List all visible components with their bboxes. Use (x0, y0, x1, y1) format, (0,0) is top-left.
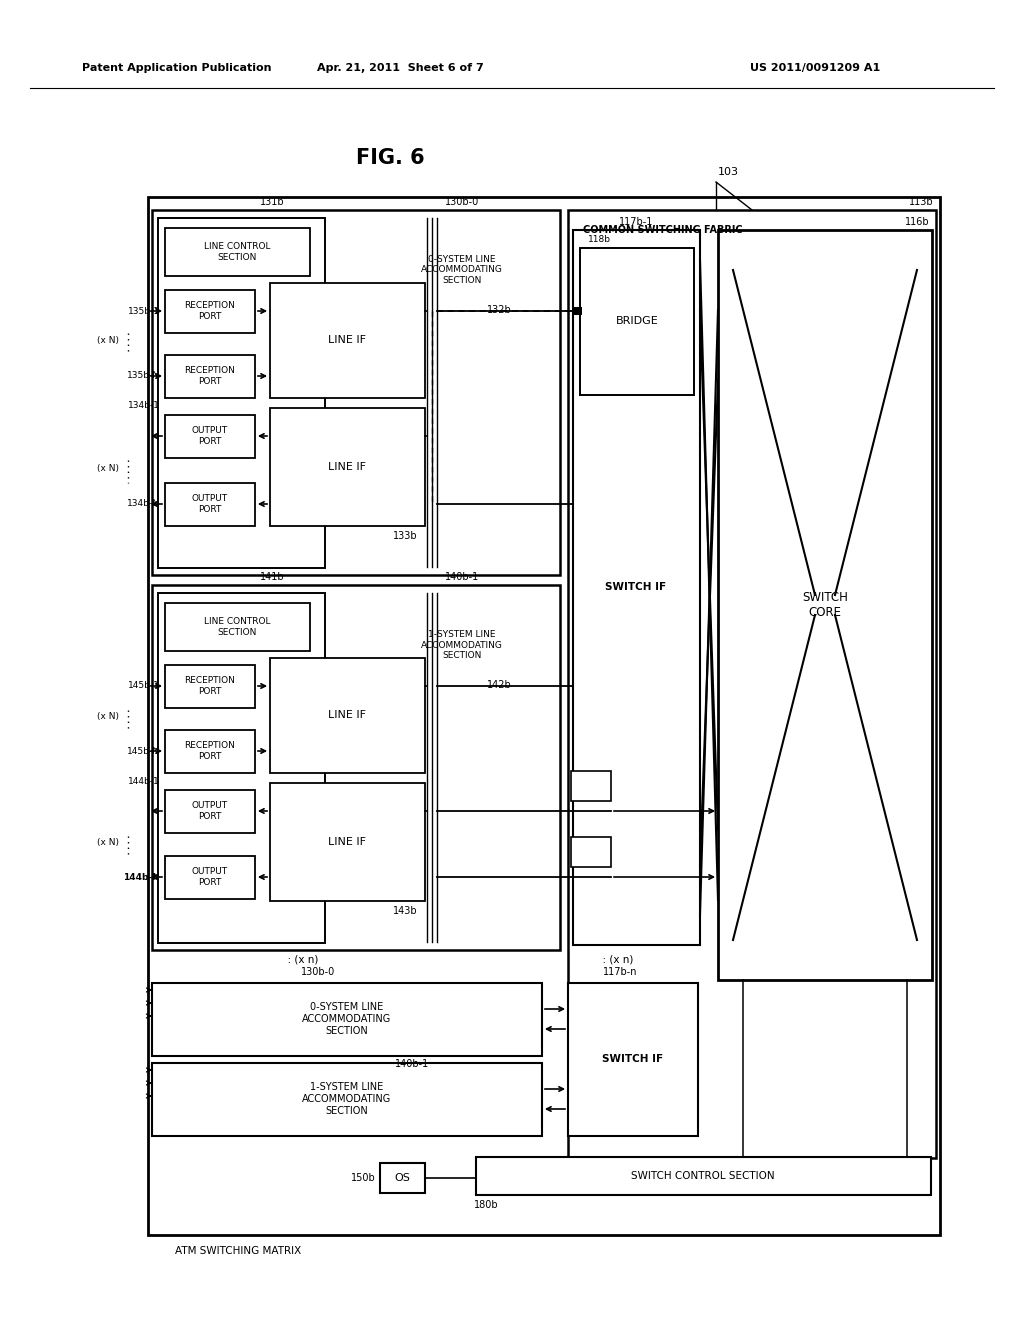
Text: SWITCH IF: SWITCH IF (605, 582, 667, 591)
Text: 145b-1: 145b-1 (128, 681, 160, 690)
Bar (158, 593, 325, 942)
Bar (573, 230, 700, 945)
Bar (165, 228, 310, 276)
Text: SWITCH IF: SWITCH IF (602, 1053, 664, 1064)
Text: 144b-1: 144b-1 (128, 776, 160, 785)
Bar (165, 603, 310, 651)
Text: 150b: 150b (351, 1173, 376, 1183)
Bar (165, 855, 255, 899)
Bar (718, 230, 932, 979)
Bar (152, 983, 542, 1056)
Bar (270, 783, 425, 902)
Text: 132b: 132b (487, 305, 512, 315)
Bar (574, 308, 582, 315)
Text: RECEPTION
PORT: RECEPTION PORT (184, 301, 236, 321)
Text: 1-SYSTEM LINE
ACCOMMODATING
SECTION: 1-SYSTEM LINE ACCOMMODATING SECTION (302, 1082, 391, 1115)
Text: RECEPTION
PORT: RECEPTION PORT (184, 742, 236, 760)
Text: RECEPTION
PORT: RECEPTION PORT (184, 676, 236, 696)
Bar (568, 983, 698, 1137)
Text: SWITCH CONTROL SECTION: SWITCH CONTROL SECTION (631, 1171, 775, 1181)
Text: 130b-0: 130b-0 (444, 197, 479, 207)
Text: 144b-N: 144b-N (123, 873, 160, 882)
Text: 140b-1: 140b-1 (395, 1059, 429, 1069)
Text: 116b: 116b (905, 216, 930, 227)
Bar (165, 355, 255, 399)
Text: 134b-N: 134b-N (127, 499, 160, 508)
Bar (158, 218, 325, 568)
Text: 145b-N: 145b-N (127, 747, 160, 755)
Text: 118b: 118b (588, 235, 611, 244)
Text: LINE IF: LINE IF (328, 335, 366, 345)
Text: OUTPUT
PORT: OUTPUT PORT (191, 426, 228, 446)
Text: BRIDGE: BRIDGE (615, 315, 658, 326)
Text: COMMON SWITCHING FABRIC: COMMON SWITCHING FABRIC (584, 224, 742, 235)
Text: LINE IF: LINE IF (328, 837, 366, 847)
Text: 135b-1: 135b-1 (128, 306, 160, 315)
Text: Patent Application Publication: Patent Application Publication (82, 63, 271, 73)
Text: 143b: 143b (393, 906, 418, 916)
Bar (571, 771, 611, 801)
Text: : (x n): : (x n) (282, 954, 318, 965)
Bar (165, 730, 255, 774)
Bar (152, 1063, 542, 1137)
Text: 0-SYSTEM LINE
ACCOMMODATING
SECTION: 0-SYSTEM LINE ACCOMMODATING SECTION (421, 255, 503, 285)
Text: (x N): (x N) (97, 335, 119, 345)
Text: US 2011/0091209 A1: US 2011/0091209 A1 (750, 63, 881, 73)
Text: 0-SYSTEM LINE
ACCOMMODATING
SECTION: 0-SYSTEM LINE ACCOMMODATING SECTION (302, 1002, 391, 1036)
Text: (x N): (x N) (97, 463, 119, 473)
Text: 134b-1: 134b-1 (128, 401, 160, 411)
Bar (165, 414, 255, 458)
Bar (270, 408, 425, 525)
Text: 117b-1: 117b-1 (618, 216, 653, 227)
Text: OS: OS (394, 1173, 410, 1183)
Bar (165, 789, 255, 833)
Text: 133b: 133b (393, 531, 418, 541)
Bar (152, 210, 560, 576)
Bar (152, 585, 560, 950)
Text: 135b-N: 135b-N (127, 371, 160, 380)
Text: Apr. 21, 2011  Sheet 6 of 7: Apr. 21, 2011 Sheet 6 of 7 (316, 63, 483, 73)
Bar (165, 665, 255, 708)
Text: FIG. 6: FIG. 6 (355, 148, 424, 168)
Text: 103: 103 (718, 168, 739, 177)
Text: OUTPUT
PORT: OUTPUT PORT (191, 801, 228, 821)
Text: 1-SYSTEM LINE
ACCOMMODATING
SECTION: 1-SYSTEM LINE ACCOMMODATING SECTION (421, 630, 503, 660)
Text: : (x n): : (x n) (596, 954, 634, 965)
Text: LINE CONTROL
SECTION: LINE CONTROL SECTION (204, 243, 270, 261)
Text: OUTPUT
PORT: OUTPUT PORT (191, 867, 228, 887)
Text: SWITCH
CORE: SWITCH CORE (802, 591, 848, 619)
Bar (270, 657, 425, 774)
Text: (x N): (x N) (97, 838, 119, 847)
Bar (580, 248, 694, 395)
Text: 130b-0: 130b-0 (301, 968, 335, 977)
Text: 180b: 180b (474, 1200, 499, 1210)
Text: ATM SWITCHING MATRIX: ATM SWITCHING MATRIX (175, 1246, 301, 1257)
Bar (571, 837, 611, 867)
Text: 140b-1: 140b-1 (444, 572, 479, 582)
Bar (165, 483, 255, 525)
Text: LINE IF: LINE IF (328, 710, 366, 719)
Text: LINE IF: LINE IF (328, 462, 366, 473)
Text: OUTPUT
PORT: OUTPUT PORT (191, 494, 228, 513)
Bar (568, 210, 936, 1158)
Text: LINE CONTROL
SECTION: LINE CONTROL SECTION (204, 618, 270, 636)
Text: (x N): (x N) (97, 713, 119, 722)
Text: 141b: 141b (260, 572, 285, 582)
Text: RECEPTION
PORT: RECEPTION PORT (184, 366, 236, 385)
Bar (380, 1163, 425, 1193)
Bar (270, 282, 425, 399)
Bar (148, 197, 940, 1236)
Bar (165, 290, 255, 333)
Bar (476, 1158, 931, 1195)
Text: 117b-n: 117b-n (603, 968, 637, 977)
Text: 113b: 113b (909, 197, 934, 207)
Text: 131b: 131b (260, 197, 285, 207)
Text: 142b: 142b (487, 680, 512, 690)
